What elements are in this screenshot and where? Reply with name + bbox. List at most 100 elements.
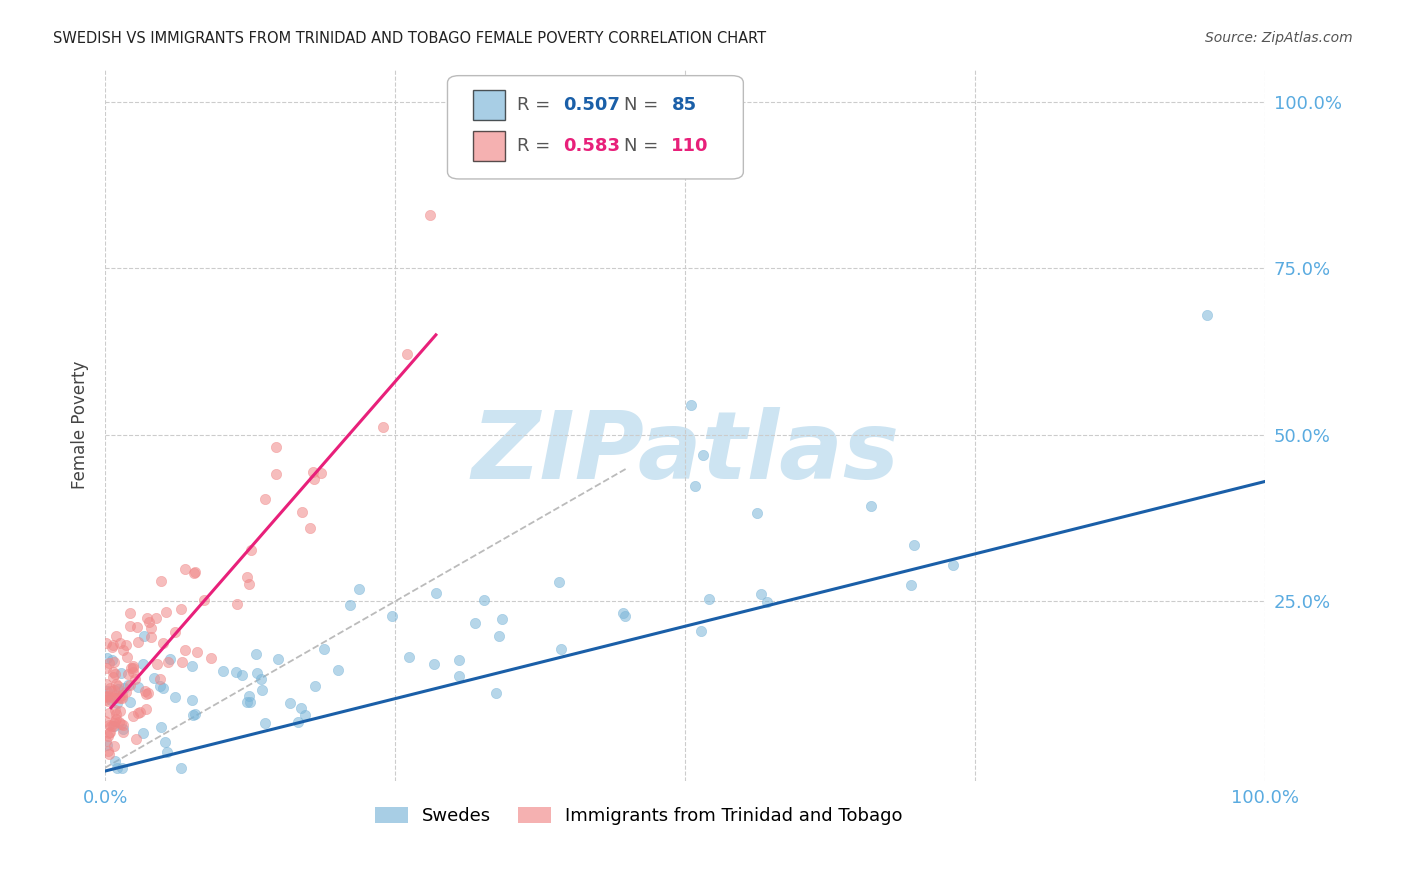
- Point: [163, 690, 186, 704]
- Point: [94, 636, 117, 650]
- Point: [105, 706, 128, 721]
- Point: [115, 685, 138, 699]
- Point: [900, 577, 922, 591]
- Point: [107, 681, 129, 696]
- Point: [425, 585, 447, 599]
- Point: [101, 640, 124, 655]
- Point: [131, 657, 153, 671]
- Point: [101, 638, 124, 652]
- Point: [103, 683, 125, 698]
- Point: [1197, 308, 1219, 322]
- Point: [169, 601, 191, 615]
- Point: [94, 661, 117, 675]
- Text: R =: R =: [517, 96, 557, 114]
- Point: [859, 499, 882, 513]
- Point: [309, 466, 332, 480]
- Point: [110, 717, 132, 731]
- Point: [180, 659, 202, 673]
- Point: [488, 629, 510, 643]
- Text: N =: N =: [624, 137, 664, 155]
- Point: [347, 582, 370, 597]
- Point: [183, 566, 205, 580]
- Text: 0.507: 0.507: [564, 96, 620, 114]
- Text: N =: N =: [624, 96, 664, 114]
- Point: [172, 655, 194, 669]
- Point: [398, 649, 420, 664]
- Point: [124, 672, 146, 686]
- Point: [155, 745, 177, 759]
- Point: [94, 677, 117, 691]
- FancyBboxPatch shape: [472, 90, 506, 120]
- Point: [112, 718, 135, 732]
- Point: [105, 761, 128, 775]
- Point: [107, 679, 129, 693]
- Point: [105, 677, 128, 691]
- Point: [180, 693, 202, 707]
- Point: [112, 723, 135, 737]
- Point: [98, 706, 121, 720]
- Point: [127, 635, 149, 649]
- Point: [98, 681, 121, 695]
- Point: [253, 715, 276, 730]
- Point: [150, 574, 173, 588]
- Point: [238, 576, 260, 591]
- Point: [491, 612, 513, 626]
- Point: [100, 719, 122, 733]
- Point: [104, 714, 127, 728]
- Point: [111, 761, 134, 775]
- Point: [114, 638, 136, 652]
- Point: [226, 597, 249, 611]
- Point: [101, 665, 124, 679]
- Point: [149, 679, 172, 693]
- Point: [103, 715, 125, 730]
- Point: [302, 466, 325, 480]
- Point: [250, 672, 273, 686]
- Point: [138, 615, 160, 629]
- Point: [101, 653, 124, 667]
- Point: [239, 695, 262, 709]
- Point: [181, 708, 204, 723]
- Point: [96, 651, 118, 665]
- Text: R =: R =: [517, 137, 557, 155]
- Point: [267, 652, 290, 666]
- Point: [108, 705, 131, 719]
- Point: [253, 491, 276, 506]
- Point: [111, 643, 134, 657]
- Point: [613, 608, 636, 623]
- FancyBboxPatch shape: [447, 76, 744, 179]
- Point: [903, 538, 925, 552]
- Point: [314, 642, 336, 657]
- Point: [290, 700, 312, 714]
- Point: [94, 714, 117, 728]
- Point: [104, 754, 127, 768]
- Point: [159, 652, 181, 666]
- Point: [291, 505, 314, 519]
- Point: [278, 696, 301, 710]
- Point: [152, 681, 174, 695]
- Point: [485, 685, 508, 699]
- Point: [165, 624, 187, 639]
- Point: [612, 607, 634, 621]
- Point: [111, 725, 134, 739]
- Point: [118, 678, 141, 692]
- Point: [104, 703, 127, 717]
- Point: [447, 669, 470, 683]
- Point: [127, 620, 149, 634]
- Point: [149, 720, 172, 734]
- Text: SWEDISH VS IMMIGRANTS FROM TRINIDAD AND TOBAGO FEMALE POVERTY CORRELATION CHART: SWEDISH VS IMMIGRANTS FROM TRINIDAD AND …: [53, 31, 766, 46]
- Point: [236, 695, 259, 709]
- Point: [122, 665, 145, 679]
- Point: [193, 593, 215, 607]
- Point: [690, 624, 713, 638]
- Point: [132, 726, 155, 740]
- Point: [250, 682, 273, 697]
- Point: [127, 680, 149, 694]
- Point: [97, 694, 120, 708]
- Point: [264, 441, 287, 455]
- Legend: Swedes, Immigrants from Trinidad and Tobago: Swedes, Immigrants from Trinidad and Tob…: [375, 807, 903, 825]
- Point: [373, 420, 395, 434]
- Point: [447, 653, 470, 667]
- Text: 85: 85: [672, 96, 696, 114]
- Point: [117, 678, 139, 692]
- Point: [108, 690, 131, 705]
